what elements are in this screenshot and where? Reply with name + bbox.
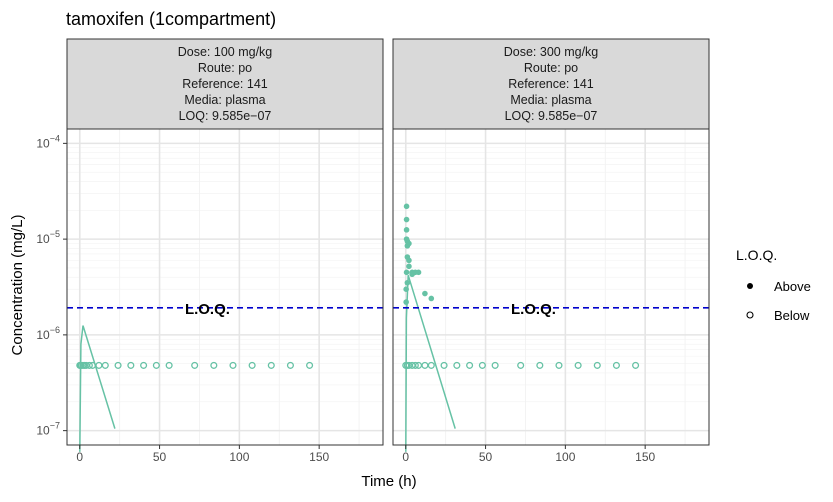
data-point-below bbox=[229, 361, 237, 369]
panel-1: Dose: 100 mg/kg Route: po Reference: 141 Me… bbox=[36, 38, 384, 464]
data-point-below bbox=[101, 361, 109, 369]
data-point-below bbox=[85, 361, 93, 369]
model-fit-line bbox=[79, 325, 116, 452]
facet-strip-line: Reference: 141 bbox=[182, 77, 268, 91]
data-point-below bbox=[306, 361, 314, 369]
data-point-above bbox=[403, 269, 410, 276]
facet-strip bbox=[66, 38, 384, 130]
x-tick-label: 100 bbox=[555, 450, 575, 464]
data-point-above bbox=[406, 257, 412, 264]
data-point-below bbox=[632, 361, 640, 369]
x-tick-label: 100 bbox=[229, 450, 249, 464]
data-point-below bbox=[555, 361, 563, 369]
data-point-below bbox=[574, 361, 582, 369]
x-tick-label: 150 bbox=[309, 450, 329, 464]
y-tick-label: 10−4 bbox=[36, 133, 60, 150]
facet-strip-line: Route: po bbox=[524, 61, 578, 75]
data-point-below bbox=[210, 361, 218, 369]
facet-strip-line: Media: plasma bbox=[510, 93, 591, 107]
data-point-below bbox=[427, 361, 435, 369]
panel-background bbox=[67, 129, 383, 445]
data-point-above bbox=[406, 240, 412, 247]
panel-background bbox=[393, 129, 709, 445]
data-point-below bbox=[491, 361, 499, 369]
data-point-below bbox=[114, 361, 122, 369]
legend-label-below: Below bbox=[774, 308, 810, 323]
data-point-below bbox=[517, 361, 525, 369]
facet-strip-line: Dose: 100 mg/kg bbox=[178, 45, 273, 59]
data-point-below bbox=[593, 361, 601, 369]
data-point-below bbox=[191, 361, 199, 369]
facet-strip-line: Media: plasma bbox=[184, 93, 265, 107]
chart-title: tamoxifen (1compartment) bbox=[66, 9, 276, 29]
legend-title: L.O.Q. bbox=[736, 247, 777, 263]
data-point-above bbox=[404, 279, 411, 286]
facet-strip-line: LOQ: 9.585e−07 bbox=[179, 109, 272, 123]
data-point-above bbox=[406, 263, 412, 270]
x-tick-label: 0 bbox=[402, 450, 409, 464]
data-point-above bbox=[403, 203, 410, 210]
legend-key-above bbox=[747, 283, 753, 289]
panels: Dose: 100 mg/kg Route: po Reference: 141 Me… bbox=[36, 38, 710, 464]
data-point-below bbox=[248, 361, 256, 369]
facet-strip-line: Reference: 141 bbox=[508, 77, 594, 91]
loq-label: L.O.Q. bbox=[185, 301, 230, 318]
loq-label: L.O.Q. bbox=[511, 301, 556, 318]
legend-label-above: Above bbox=[774, 279, 811, 294]
facet-strip bbox=[392, 38, 710, 130]
data-point-above bbox=[403, 286, 409, 292]
data-point-above bbox=[403, 299, 409, 305]
data-point-below bbox=[453, 361, 461, 369]
data-point-above bbox=[403, 227, 410, 233]
facet-strip-line: LOQ: 9.585e−07 bbox=[505, 109, 598, 123]
data-point-below bbox=[536, 361, 544, 369]
legend: L.O.Q. Above Below bbox=[736, 247, 811, 323]
data-point-above bbox=[428, 295, 435, 302]
data-point-below bbox=[267, 361, 275, 369]
facet-strip-line: Route: po bbox=[198, 61, 252, 75]
x-axis-label: Time (h) bbox=[361, 473, 416, 490]
panel-border bbox=[66, 128, 384, 446]
data-point-below bbox=[165, 361, 173, 369]
data-point-below bbox=[286, 361, 294, 369]
x-tick-label: 0 bbox=[76, 450, 83, 464]
legend-key-below bbox=[746, 311, 754, 319]
y-tick-label: 10−5 bbox=[36, 229, 60, 246]
y-tick-label: 10−6 bbox=[36, 325, 60, 342]
panel-border bbox=[392, 128, 710, 446]
data-point-below bbox=[411, 361, 419, 369]
data-point-below bbox=[478, 361, 486, 369]
data-point-below bbox=[466, 361, 474, 369]
data-point-below bbox=[440, 361, 448, 369]
model-fit-line bbox=[405, 274, 456, 452]
x-tick-label: 50 bbox=[153, 450, 167, 464]
data-point-above bbox=[403, 216, 410, 223]
data-point-below bbox=[140, 361, 148, 369]
y-axis-label: Concentration (mg/L) bbox=[9, 215, 26, 356]
facet-strip-line: Dose: 300 mg/kg bbox=[504, 45, 599, 59]
data-point-below bbox=[152, 361, 160, 369]
data-point-above bbox=[415, 269, 422, 276]
x-tick-label: 150 bbox=[635, 450, 655, 464]
x-tick-label: 50 bbox=[479, 450, 493, 464]
panel-2: Dose: 300 mg/kg Route: po Reference: 141 Me… bbox=[392, 38, 710, 464]
data-point-below bbox=[127, 361, 135, 369]
data-point-below bbox=[612, 361, 620, 369]
y-tick-label: 10−7 bbox=[36, 421, 60, 438]
data-point-above bbox=[422, 290, 428, 297]
